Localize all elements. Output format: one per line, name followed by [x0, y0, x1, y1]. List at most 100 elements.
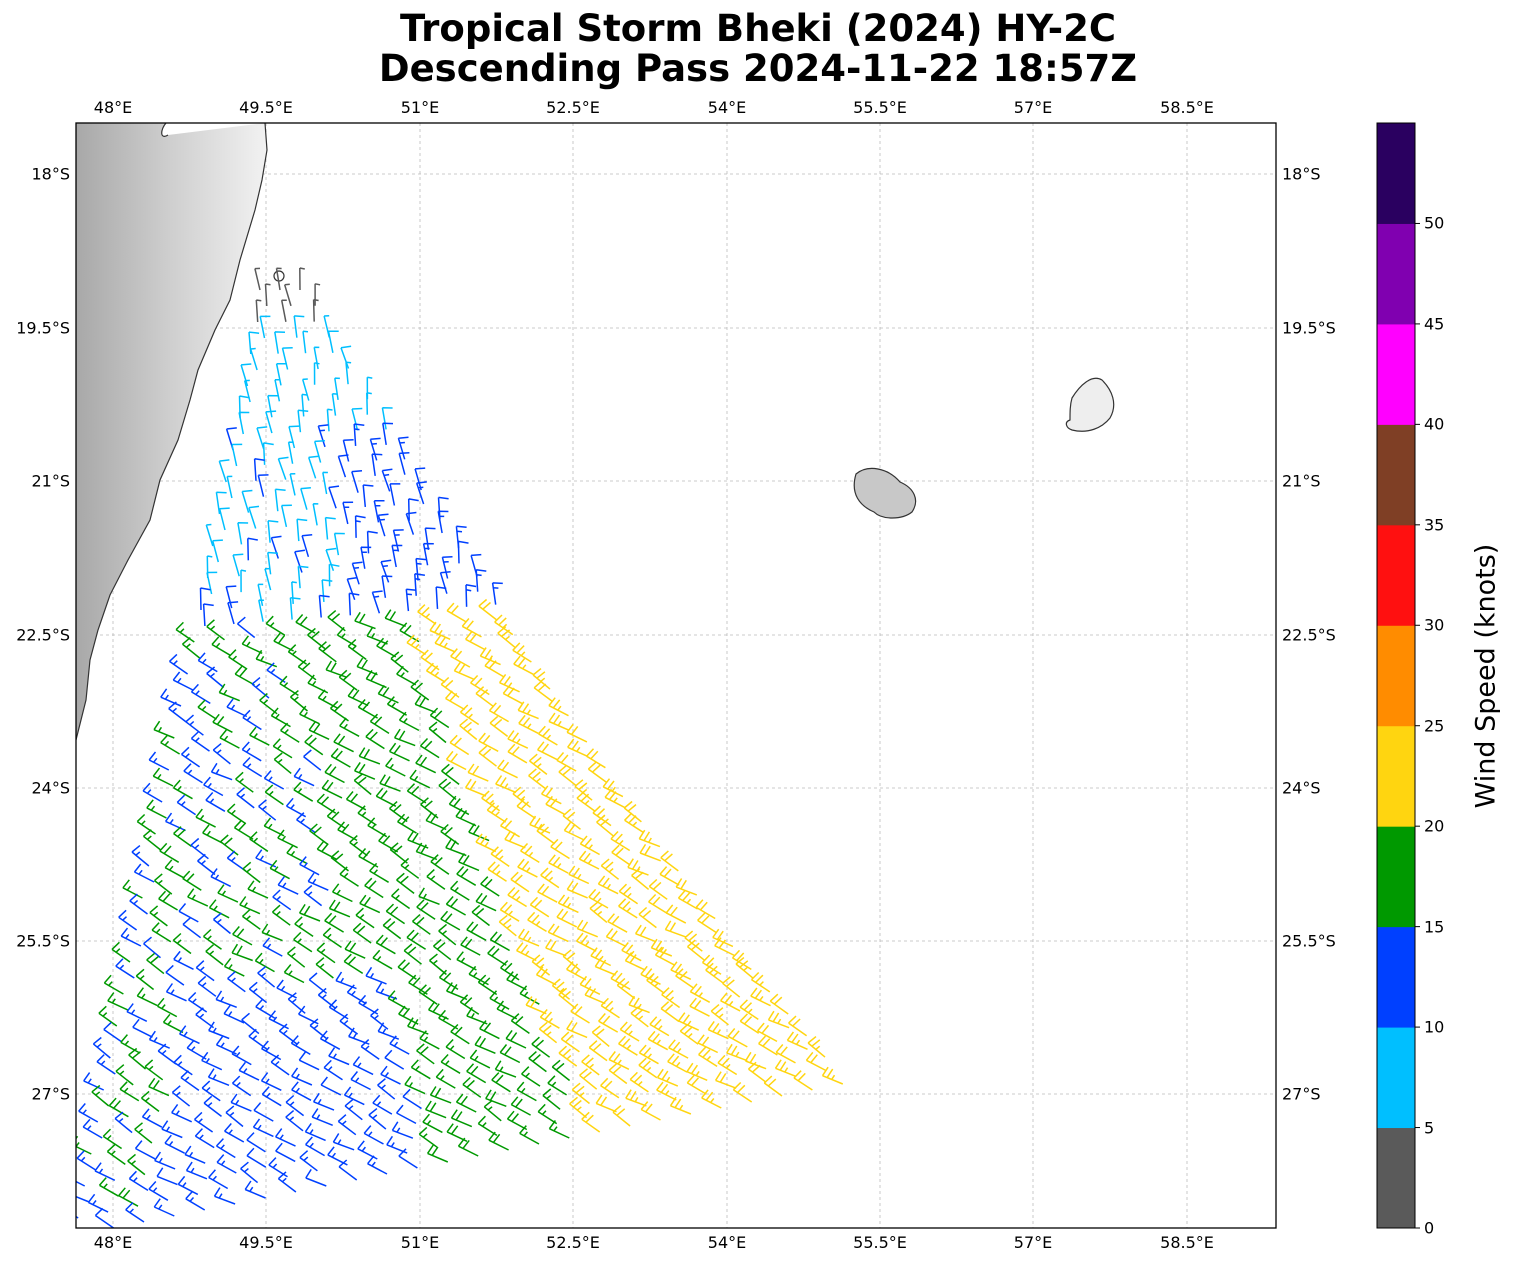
wind-barb: [610, 970, 631, 990]
wind-barb: [358, 747, 381, 765]
wind-barb: [375, 787, 397, 807]
wind-barb: [598, 1013, 619, 1033]
wind-barb: [344, 940, 366, 959]
wind-barb: [215, 1138, 236, 1159]
wind-barb: [426, 869, 446, 890]
wind-barb: [618, 898, 638, 919]
wind-barb: [242, 756, 263, 778]
wind-barb: [479, 1020, 500, 1040]
wind-barb: [312, 1092, 335, 1111]
wind-barb: [531, 954, 551, 976]
wind-barb: [684, 930, 703, 952]
wind-barb: [391, 888, 411, 910]
wind-barb: [406, 929, 427, 950]
wind-barb: [333, 532, 345, 556]
wind-barb: [416, 899, 436, 920]
wind-barb: [115, 1064, 134, 1086]
wind-barb: [600, 997, 620, 1019]
wind-barb: [623, 800, 642, 823]
wind-barb: [201, 1080, 221, 1102]
wind-barb: [82, 1118, 103, 1139]
wind-barb: [296, 518, 308, 542]
wind-barb: [65, 1215, 83, 1235]
wind-barb: [576, 790, 596, 812]
wind-barb: [396, 1104, 417, 1125]
wind-barb: [131, 845, 150, 867]
wind-barb: [587, 761, 607, 783]
lon-tick-label-bottom: 57°E: [1013, 1233, 1053, 1252]
wind-barb: [659, 866, 680, 886]
wind-barb: [664, 920, 687, 938]
wind-barb: [300, 486, 311, 510]
wind-barb: [106, 1144, 126, 1166]
wind-barb: [537, 883, 558, 903]
colorbar-tick-label: 30: [1424, 615, 1445, 635]
wind-barb: [103, 1021, 123, 1043]
wind-barb: [640, 965, 661, 985]
wind-barb: [148, 1077, 170, 1097]
wind-barb: [373, 500, 385, 523]
wind-barb: [303, 884, 323, 907]
wind-barb: [425, 662, 446, 683]
wind-barb: [450, 648, 471, 668]
wind-barb: [648, 878, 668, 900]
mauritius-island: [1065, 377, 1115, 432]
wind-barb: [253, 1102, 274, 1122]
wind-barb: [537, 725, 558, 746]
wind-barb: [241, 489, 253, 513]
wind-barb: [675, 878, 698, 896]
wind-barb: [103, 974, 124, 995]
lon-tick-label-top: 52.5°E: [546, 98, 600, 117]
wind-barb: [678, 1012, 700, 1031]
wind-barb: [353, 773, 372, 796]
wind-barb: [277, 829, 298, 849]
wind-barb: [610, 830, 631, 852]
wind-barb: [483, 1099, 502, 1122]
wind-barb: [525, 996, 547, 1015]
wind-barb: [480, 876, 500, 897]
wind-barb: [624, 952, 646, 971]
wind-barb: [359, 894, 381, 914]
wind-barb: [343, 1086, 365, 1106]
wind-barb: [415, 754, 437, 774]
wind-barb: [516, 798, 536, 820]
lat-tick-label-right: 18°S: [1282, 164, 1321, 184]
wind-barb: [270, 535, 282, 559]
wind-barb: [178, 1025, 200, 1045]
wind-barb: [187, 888, 209, 907]
wind-barb: [445, 750, 467, 771]
wind-barb: [422, 1113, 443, 1134]
wind-barb: [227, 971, 246, 993]
wind-barb: [384, 609, 406, 627]
wind-barb: [195, 1007, 215, 1029]
lat-tick-label-left: 19.5°S: [16, 318, 70, 338]
wind-barb: [519, 1125, 540, 1145]
wind-barb: [419, 737, 440, 759]
wind-barb: [567, 738, 589, 758]
wind-barb: [415, 481, 427, 505]
wind-barb: [226, 803, 247, 825]
wind-barb: [168, 701, 187, 723]
wind-barb: [621, 942, 642, 962]
wind-barb: [600, 858, 620, 880]
wind-barb: [120, 1034, 141, 1054]
wind-barb: [375, 934, 396, 955]
wind-barb: [301, 534, 313, 558]
wind-barb: [365, 728, 385, 750]
wind-barb: [363, 1125, 384, 1145]
wind-barb: [315, 957, 334, 979]
wind-barb: [518, 714, 539, 735]
wind-barb: [630, 1006, 649, 1028]
wind-barb: [316, 942, 336, 964]
wind-barb: [312, 298, 319, 322]
colorbar-bin: [1377, 424, 1415, 526]
wind-barb: [570, 1003, 590, 1024]
wind-barb: [273, 632, 294, 652]
wind-barb: [381, 468, 393, 492]
wind-barb: [272, 889, 292, 911]
wind-barb: [219, 729, 240, 749]
wind-barb: [391, 1121, 414, 1139]
wind-barb: [628, 995, 650, 1014]
wind-barb: [205, 944, 224, 966]
lon-tick-label-bottom: 55.5°E: [853, 1233, 907, 1252]
